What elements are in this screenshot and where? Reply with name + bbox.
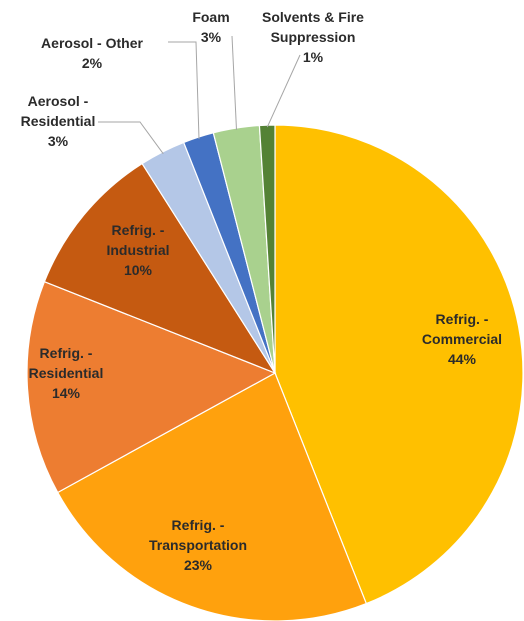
data-label-residential: Refrig. - Residential 14%: [29, 345, 104, 401]
leader-lines-layer: [98, 35, 301, 155]
slice-name-label: Refrig. -: [112, 222, 165, 238]
slice-name-label: Aerosol -: [28, 93, 89, 109]
pie-slice-industrial: [43, 162, 277, 375]
data-label-solvents-fire-suppression: Solvents & Fire Suppression 1%: [262, 9, 364, 65]
data-label-aerosol-other: Aerosol - Other 2%: [41, 35, 143, 71]
slices-layer: [26, 124, 524, 621]
slice-name-label: Solvents & Fire: [262, 9, 364, 25]
slice-name-label: Industrial: [106, 242, 169, 258]
slice-name-label: Refrig. -: [172, 517, 225, 533]
slice-value-label: 3%: [201, 29, 222, 45]
leader-line-foam: [231, 35, 237, 131]
leader-line-aerosol-residential: [98, 121, 164, 155]
slice-name-label: Suppression: [271, 29, 356, 45]
slice-name-label: Refrig. -: [40, 345, 93, 361]
slice-name-label: Transportation: [149, 537, 247, 553]
slice-name-label: Commercial: [422, 331, 502, 347]
data-label-transportation: Refrig. - Transportation 23%: [149, 517, 247, 573]
slice-value-label: 10%: [124, 262, 153, 278]
slice-value-label: 44%: [448, 351, 477, 367]
slice-value-label: 14%: [52, 385, 81, 401]
leader-line-aerosol-other: [168, 41, 200, 140]
pie-slice-residential: [26, 280, 277, 494]
data-label-industrial: Refrig. - Industrial 10%: [106, 222, 169, 278]
pie-slice-solvents-fire-suppression: [258, 124, 276, 374]
data-label-aerosol-residential: Aerosol - Residential 3%: [21, 93, 96, 149]
slice-value-label: 23%: [184, 557, 213, 573]
slice-name-label: Residential: [21, 113, 96, 129]
slice-name-label: Residential: [29, 365, 104, 381]
labels-layer: Refrig. - Commercial 44% Refrig. - Transport…: [21, 9, 502, 573]
leader-line-solvents-fire-suppression: [266, 54, 301, 128]
data-label-foam: Foam 3%: [192, 9, 229, 45]
data-label-commercial: Refrig. - Commercial 44%: [422, 311, 502, 367]
slice-name-label: Aerosol - Other: [41, 35, 143, 51]
slice-name-label: Refrig. -: [436, 311, 489, 327]
pie-slice-transportation: [56, 372, 368, 621]
slice-name-label: Foam: [192, 9, 229, 25]
slice-value-label: 2%: [82, 55, 103, 71]
pie-slice-commercial: [274, 124, 524, 605]
slice-value-label: 3%: [48, 133, 69, 149]
slice-value-label: 1%: [303, 49, 324, 65]
